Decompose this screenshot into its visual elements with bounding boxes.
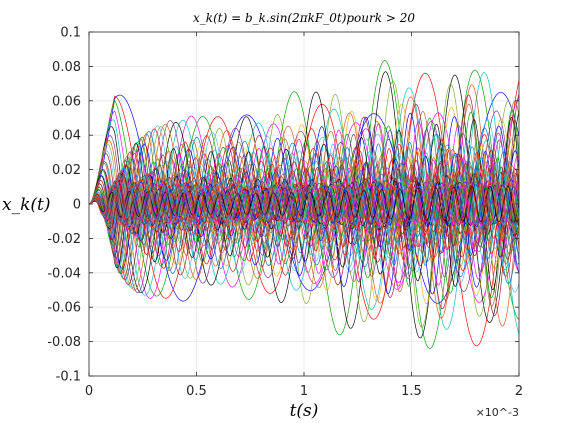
series-line — [89, 181, 519, 227]
y-tick-label: -0.06 — [47, 301, 81, 316]
x-tick-label: 2 — [515, 384, 523, 399]
x-tick-label: 1.5 — [401, 384, 422, 399]
series-line — [89, 182, 519, 226]
series-line — [89, 182, 519, 226]
series-line — [89, 103, 519, 304]
series-line — [89, 183, 519, 226]
x-tick-label: 0 — [85, 384, 93, 399]
x-tick-labels: 0 0.5 1 1.5 2 — [85, 384, 523, 399]
y-tick-label: 0.04 — [52, 129, 81, 144]
series-line — [89, 156, 519, 252]
y-axis-label: x_k(t) — [2, 195, 51, 215]
y-tick-label: 0.1 — [60, 26, 81, 41]
y-tick-label: 0.02 — [52, 163, 81, 178]
series-line — [89, 180, 519, 228]
axis-ticks — [88, 31, 520, 377]
y-tick-label: 0.08 — [52, 60, 81, 75]
series-line — [89, 179, 519, 229]
series-line — [89, 80, 519, 328]
x-exponent-label: ×10^-3 — [476, 406, 519, 419]
x-tick-label: 0.5 — [186, 384, 207, 399]
series-line — [89, 135, 519, 273]
y-tick-label: 0 — [73, 198, 81, 213]
y-tick-labels: 0.1 0.08 0.06 0.04 0.02 0 -0.02 -0.04 -0.06 -0.08… — [47, 26, 81, 385]
series-group — [89, 60, 519, 349]
x-axis-label: t(s) — [290, 401, 319, 421]
y-tick-label: -0.08 — [47, 335, 81, 350]
chart-title: x_k(t) = b_k.sin(2πkF_0t)pourk > 20 — [193, 11, 415, 25]
y-tick-label: -0.02 — [47, 232, 81, 247]
x-tick-label: 1 — [300, 384, 308, 399]
y-tick-label: -0.1 — [56, 370, 81, 385]
series-line — [89, 185, 519, 223]
series-line — [89, 109, 519, 298]
y-tick-label: -0.04 — [47, 266, 81, 281]
series-line — [89, 98, 519, 303]
y-tick-label: 0.06 — [52, 94, 81, 109]
